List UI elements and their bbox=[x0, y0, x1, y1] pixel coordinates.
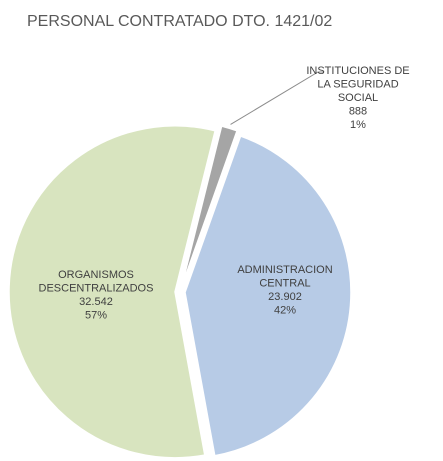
label-line: CENTRAL bbox=[259, 278, 310, 290]
pie-slice bbox=[184, 135, 352, 457]
label-line: DESCENTRALIZADOS bbox=[39, 283, 154, 295]
label-line: 888 bbox=[349, 106, 367, 118]
leader-line bbox=[230, 71, 324, 125]
label-line: 1% bbox=[350, 119, 366, 131]
pie-slice bbox=[180, 125, 239, 288]
label-line: 32.542 bbox=[79, 296, 113, 308]
label-line: 23.902 bbox=[268, 291, 302, 303]
label-line: SOCIAL bbox=[338, 92, 378, 104]
label-line: INSTITUCIONES DE bbox=[306, 65, 409, 77]
chart-title: PERSONAL CONTRATADO DTO. 1421/02 bbox=[27, 13, 332, 30]
pie-slice bbox=[8, 125, 217, 459]
slice-label: INSTITUCIONES DE LA SEGURIDAD SOCIAL 888 1% bbox=[306, 65, 409, 131]
label-line: ORGANISMOS bbox=[58, 269, 134, 281]
label-line: ADMINISTRACION bbox=[237, 264, 332, 276]
label-line: 57% bbox=[85, 310, 107, 322]
label-line: 42% bbox=[274, 305, 296, 317]
label-line: LA SEGURIDAD bbox=[317, 79, 398, 91]
slice-label: ADMINISTRACION CENTRAL 23.902 42% bbox=[237, 264, 332, 317]
slice-label: ORGANISMOS DESCENTRALIZADOS 32.542 57% bbox=[39, 269, 154, 322]
